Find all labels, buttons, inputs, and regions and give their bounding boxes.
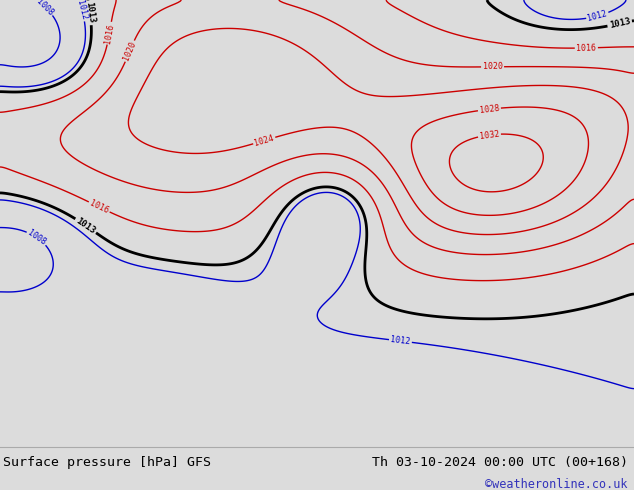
Text: 1012: 1012 [75, 0, 89, 21]
Text: 1012: 1012 [390, 335, 411, 346]
Text: 1012: 1012 [586, 9, 608, 23]
Text: 1016: 1016 [576, 43, 597, 52]
Text: 1008: 1008 [34, 0, 55, 18]
Text: 1020: 1020 [482, 62, 503, 72]
Text: 1016: 1016 [88, 198, 110, 216]
Text: 1008: 1008 [26, 228, 48, 247]
Text: Surface pressure [hPa] GFS: Surface pressure [hPa] GFS [3, 456, 211, 469]
Text: 1013: 1013 [74, 216, 97, 235]
Text: Th 03-10-2024 00:00 UTC (00+168): Th 03-10-2024 00:00 UTC (00+168) [372, 456, 628, 469]
Text: 1028: 1028 [479, 103, 500, 115]
Text: 1016: 1016 [103, 23, 115, 44]
Text: 1032: 1032 [479, 129, 500, 141]
Text: 1013: 1013 [84, 1, 96, 24]
Text: 1024: 1024 [254, 133, 275, 147]
Text: 1013: 1013 [608, 17, 631, 30]
Text: ©weatheronline.co.uk: ©weatheronline.co.uk [485, 478, 628, 490]
Text: 1020: 1020 [122, 40, 138, 62]
